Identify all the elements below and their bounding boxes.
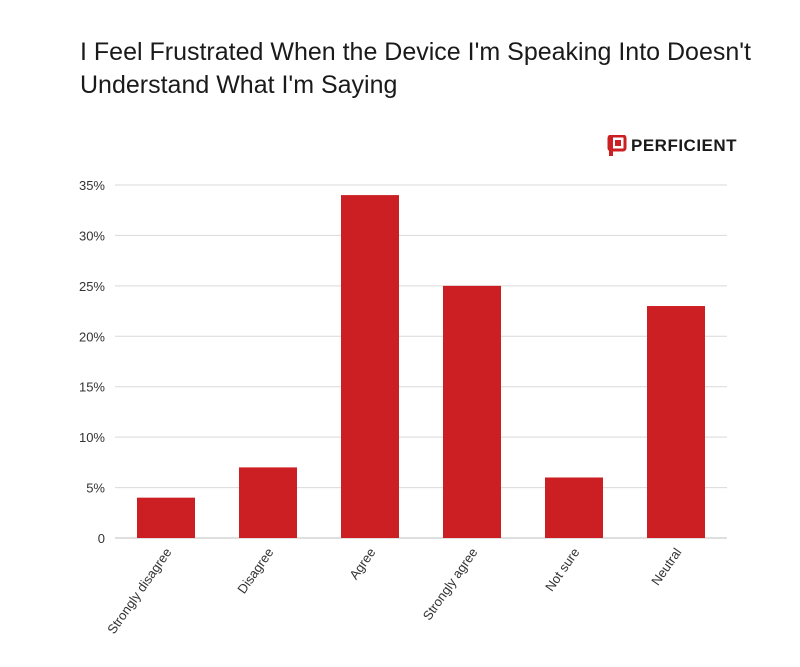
bar-agree [341,195,399,539]
brand-logo: PERFICIENT [607,134,737,158]
bar-disagree [239,467,297,538]
chart-title: I Feel Frustrated When the Device I'm Sp… [80,38,751,99]
bar-strongly-agree [443,285,501,538]
logo-wordmark: PERFICIENT [631,136,738,155]
bar-not-sure [545,477,603,538]
y-tick-label: 0 [98,531,105,546]
x-category-label: Agree [346,545,378,582]
y-tick-label: 35% [79,178,105,193]
bars [137,195,705,539]
perficient-logo-icon [607,135,627,156]
gridlines [115,184,727,539]
x-category-label: Strongly disagree [104,545,174,636]
y-tick-label: 5% [86,481,105,496]
y-tick-label: 30% [79,228,105,243]
bar-neutral [647,306,705,538]
x-category-label: Strongly agree [420,545,481,623]
x-axis-labels: Strongly disagree Disagree Agree Strongly a… [104,545,684,637]
y-tick-label: 10% [79,430,105,445]
y-tick-label: 20% [79,329,105,344]
x-category-label: Not sure [542,545,582,594]
bar-strongly-disagree [137,497,195,538]
y-tick-label: 25% [79,279,105,294]
y-tick-label: 15% [79,380,105,395]
y-axis-ticks: 0 5% 10% 15% 20% 25% 30% 35% [79,178,105,546]
x-category-label: Disagree [234,545,276,596]
x-category-label: Neutral [648,545,684,588]
